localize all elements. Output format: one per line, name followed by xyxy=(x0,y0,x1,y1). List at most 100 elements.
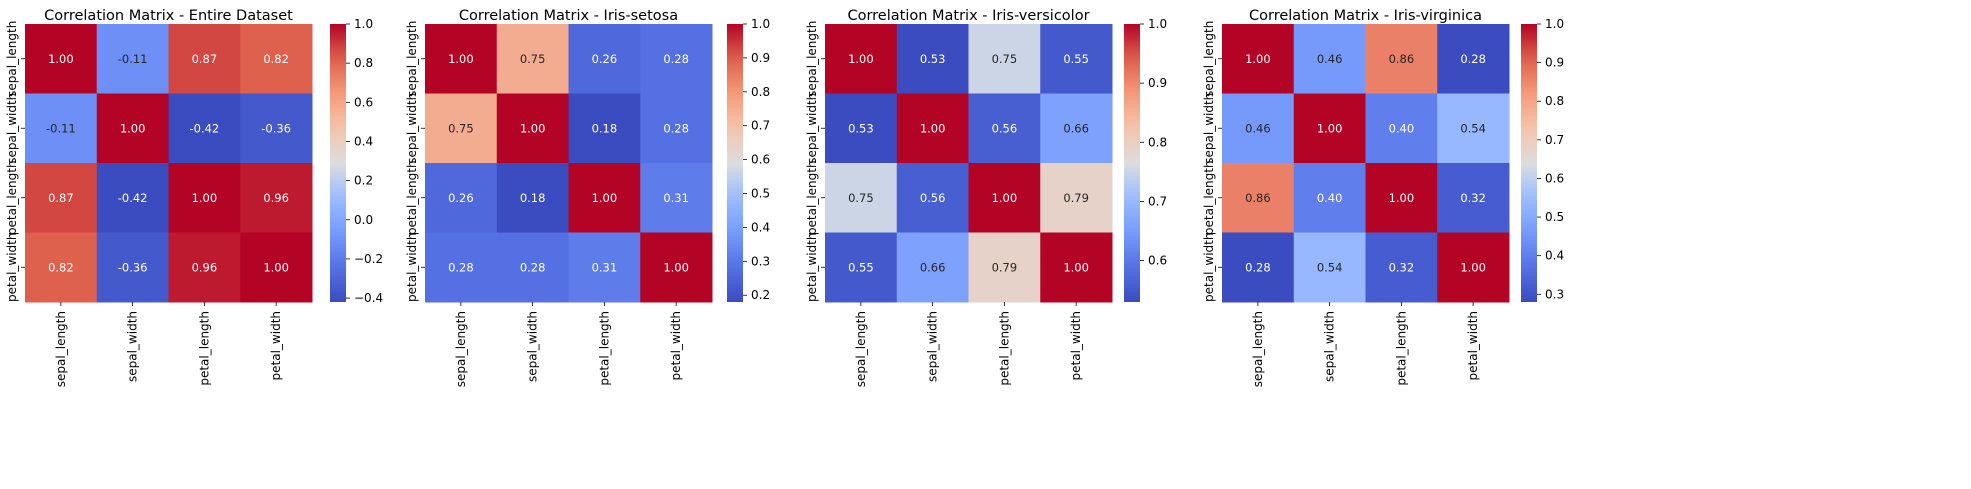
y-tick-label: petal_length xyxy=(405,160,419,235)
cell-annotation: 0.96 xyxy=(192,260,218,274)
heatmap-cell xyxy=(1040,232,1113,303)
heatmap-cell xyxy=(1040,93,1113,164)
x-tick-label: petal_width xyxy=(1466,311,1480,380)
x-tick-label: petal_length xyxy=(597,311,611,386)
cell-annotation: 1.00 xyxy=(1389,191,1415,205)
cell-annotation: 1.00 xyxy=(1317,121,1343,135)
cell-annotation: 0.18 xyxy=(592,121,618,135)
y-tick-label: petal_length xyxy=(805,160,819,235)
heatmap-cell xyxy=(496,24,569,94)
heatmap-cell xyxy=(496,232,569,303)
cell-annotation: -0.11 xyxy=(46,121,76,135)
heatmap-cell xyxy=(1293,24,1366,94)
heatmap-cell xyxy=(825,93,898,164)
cell-annotation: 0.86 xyxy=(1245,191,1271,205)
colorbar-tick-label: 0.2 xyxy=(354,174,373,188)
cell-annotation: 0.87 xyxy=(192,52,218,66)
cell-annotation: 0.26 xyxy=(592,52,618,66)
cell-annotation: 0.56 xyxy=(920,191,946,205)
cell-annotation: 0.87 xyxy=(48,191,74,205)
y-tick-label: sepal_length xyxy=(5,21,19,97)
y-tick-label: sepal_width xyxy=(405,93,419,164)
heatmap-cell xyxy=(240,163,313,233)
heatmap-cell xyxy=(568,163,641,233)
heatmap-cell xyxy=(568,232,641,303)
chart-title: Correlation Matrix - Iris-virginica xyxy=(1249,8,1482,24)
heatmap-cell xyxy=(25,24,98,94)
heatmap-panel-1: Correlation Matrix - Entire Dataset 1.00 -… xyxy=(5,8,383,387)
cell-annotation: 1.00 xyxy=(663,260,689,274)
cell-annotation: 0.32 xyxy=(1389,260,1415,274)
cell-annotation: 0.54 xyxy=(1460,121,1486,135)
cell-annotation: 0.66 xyxy=(920,260,946,274)
cell-annotation: 0.75 xyxy=(848,191,874,205)
cell-annotation: 1.00 xyxy=(1063,260,1089,274)
x-tick-label: sepal_length xyxy=(854,311,868,387)
cell-annotation: 1.00 xyxy=(520,121,546,135)
heatmap-cell xyxy=(640,93,713,164)
heatmap-cell xyxy=(968,163,1041,233)
y-tick-label: sepal_width xyxy=(805,93,819,164)
colorbar xyxy=(1521,24,1537,302)
heatmap-cell xyxy=(1365,232,1438,303)
heatmap-cell xyxy=(968,24,1041,94)
x-tick-label: sepal_width xyxy=(126,311,140,382)
heatmap-cell xyxy=(568,24,641,94)
colorbar-tick-label: 0.0 xyxy=(354,213,373,227)
cell-annotation: 1.00 xyxy=(992,191,1018,205)
colorbar-tick-label: 0.9 xyxy=(1148,76,1167,90)
heatmap-cell xyxy=(1437,232,1510,303)
chart-title: Correlation Matrix - Entire Dataset xyxy=(44,8,293,24)
cell-annotation: 0.53 xyxy=(920,52,946,66)
x-tick-label: petal_length xyxy=(997,311,1011,386)
heatmap-cell xyxy=(1222,163,1295,233)
x-tick-label: petal_width xyxy=(269,311,283,380)
colorbar xyxy=(727,24,743,302)
colorbar-tick-label: −0.4 xyxy=(354,291,383,305)
heatmap-cell xyxy=(425,24,498,94)
colorbar-tick-label: 0.7 xyxy=(1148,194,1167,208)
cell-annotation: 1.00 xyxy=(48,52,74,66)
heatmap-cell xyxy=(1437,24,1510,94)
heatmap-cell xyxy=(1437,93,1510,164)
cell-annotation: 0.54 xyxy=(1317,260,1343,274)
heatmap-cell xyxy=(496,163,569,233)
colorbar-tick-label: 0.6 xyxy=(354,95,373,109)
heatmap-cell xyxy=(1040,163,1113,233)
heatmap-cell xyxy=(1365,93,1438,164)
colorbar-tick-label: 0.4 xyxy=(751,220,770,234)
cell-annotation: 0.55 xyxy=(1063,52,1089,66)
colorbar-tick-label: 1.0 xyxy=(1148,17,1167,31)
colorbar-tick-label: 0.6 xyxy=(1148,254,1167,268)
colorbar-tick-label: 0.8 xyxy=(1545,94,1564,108)
x-tick-label: sepal_width xyxy=(926,311,940,382)
cell-annotation: 0.28 xyxy=(663,121,689,135)
cell-annotation: 0.79 xyxy=(1063,191,1089,205)
heatmap-cell xyxy=(568,93,641,164)
cell-annotation: 0.28 xyxy=(663,52,689,66)
cell-annotation: -0.36 xyxy=(118,260,148,274)
heatmap-cell xyxy=(1222,24,1295,94)
colorbar-tick-label: 0.2 xyxy=(751,288,770,302)
cell-annotation: -0.42 xyxy=(118,191,148,205)
cell-annotation: -0.42 xyxy=(189,121,219,135)
heatmap-cell xyxy=(96,163,169,233)
cell-annotation: 0.75 xyxy=(992,52,1018,66)
x-tick-label: sepal_length xyxy=(54,311,68,387)
cell-annotation: 0.55 xyxy=(848,260,874,274)
heatmap-cell xyxy=(25,93,98,164)
y-tick-label: sepal_width xyxy=(5,93,19,164)
y-tick-label: sepal_length xyxy=(405,21,419,97)
heatmap-cell xyxy=(1365,24,1438,94)
heatmap-cell xyxy=(968,93,1041,164)
cell-annotation: 0.75 xyxy=(520,52,546,66)
cell-annotation: 1.00 xyxy=(920,121,946,135)
colorbar-tick-label: 0.8 xyxy=(354,56,373,70)
cell-annotation: 0.31 xyxy=(663,191,689,205)
x-tick-label: sepal_width xyxy=(1323,311,1337,382)
heatmap-cell xyxy=(1365,163,1438,233)
heatmap-cell xyxy=(240,232,313,303)
y-tick-label: petal_length xyxy=(1202,160,1216,235)
colorbar-tick-label: 0.5 xyxy=(751,187,770,201)
cell-annotation: 0.86 xyxy=(1389,52,1415,66)
